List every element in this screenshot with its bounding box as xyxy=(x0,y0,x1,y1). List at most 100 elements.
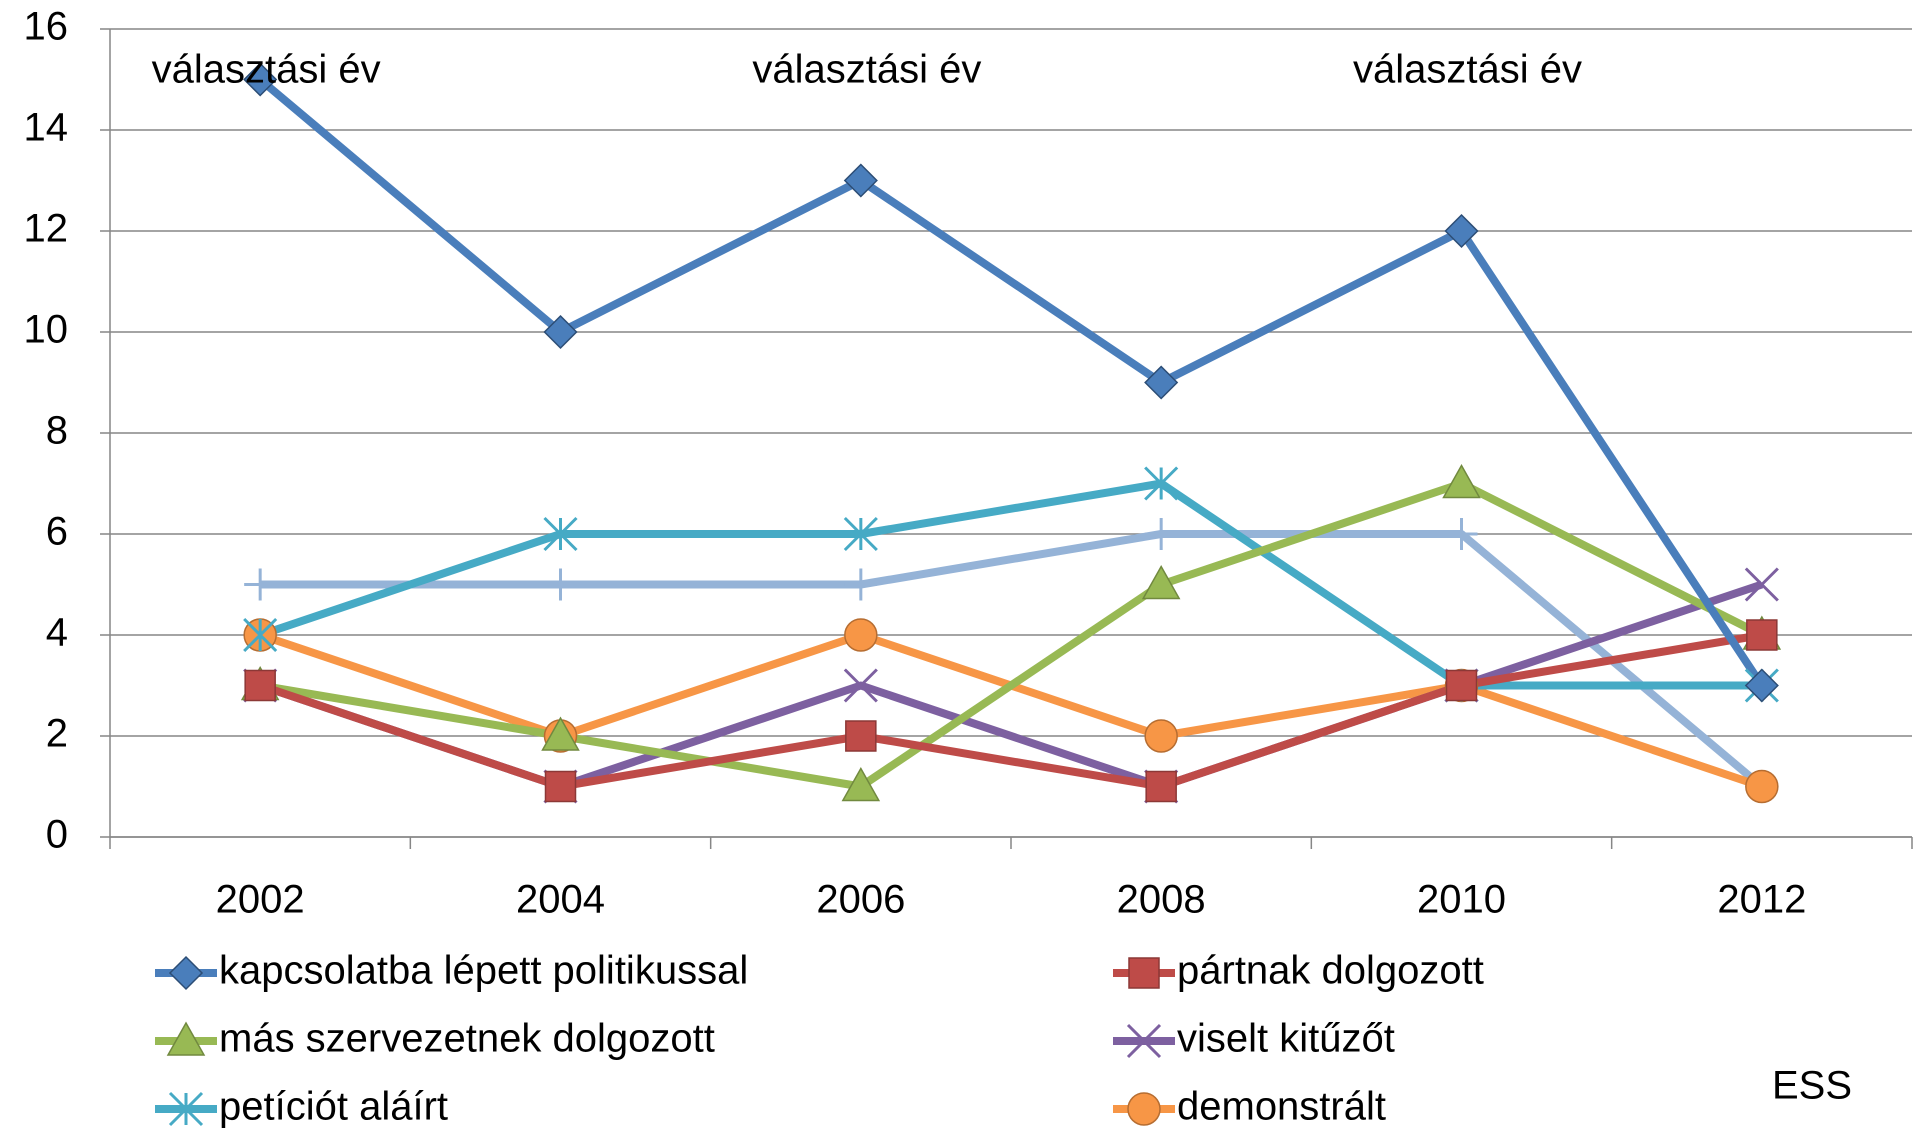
x-tick-label: 2012 xyxy=(1717,878,1806,922)
x-tick-label: 2004 xyxy=(516,878,605,922)
marker xyxy=(1144,365,1179,400)
marker-shape xyxy=(843,163,878,198)
x-tick-label: 2006 xyxy=(816,878,905,922)
series-line xyxy=(260,530,1765,790)
marker xyxy=(1445,518,1478,550)
marker-shape xyxy=(843,516,878,552)
marker-shape xyxy=(1127,1092,1161,1126)
marker xyxy=(543,516,578,552)
marker xyxy=(168,1091,204,1127)
marker xyxy=(841,766,881,802)
marker-shape xyxy=(841,766,881,802)
marker-shape xyxy=(1144,365,1179,400)
series-line xyxy=(259,479,1764,791)
source: ESS xyxy=(1772,1064,1852,1108)
marker-shape xyxy=(1144,466,1179,501)
marker-shape xyxy=(244,568,277,601)
marker-shape xyxy=(243,617,278,653)
marker-shape xyxy=(1445,518,1478,550)
legend-label: pártnak dolgozott xyxy=(1177,949,1484,993)
marker-shape xyxy=(1128,957,1160,989)
marker xyxy=(543,314,578,350)
series-line xyxy=(257,76,1766,688)
marker xyxy=(1127,1092,1161,1126)
marker-shape xyxy=(1145,770,1177,803)
marker xyxy=(168,955,204,991)
marker xyxy=(844,568,877,601)
legend-label: petíciót aláírt xyxy=(219,1085,448,1129)
marker xyxy=(1445,669,1478,702)
marker xyxy=(243,617,278,653)
x-tick-label: 2010 xyxy=(1417,878,1506,922)
marker xyxy=(244,568,277,601)
marker-shape xyxy=(1746,619,1778,651)
marker xyxy=(1144,466,1179,501)
y-tick-label: 2 xyxy=(46,712,68,756)
y-tick-label: 8 xyxy=(46,409,68,453)
marker xyxy=(1442,463,1481,499)
marker xyxy=(1145,518,1178,550)
marker-shape xyxy=(243,62,278,97)
marker xyxy=(1745,769,1779,804)
marker xyxy=(1744,668,1779,703)
marker xyxy=(544,568,577,601)
marker xyxy=(1746,619,1778,651)
marker xyxy=(166,1021,206,1056)
marker-shape xyxy=(1444,213,1479,249)
legend-label: viselt kitűzőt xyxy=(1177,1017,1395,1061)
y-tick-label: 14 xyxy=(24,106,69,150)
marker-shape xyxy=(1442,463,1481,499)
marker xyxy=(1141,564,1181,600)
marker-shape xyxy=(541,716,580,751)
series-line xyxy=(258,479,1762,690)
marker-shape xyxy=(244,669,276,702)
marker-shape xyxy=(844,618,878,652)
marker-shape xyxy=(1126,1023,1162,1059)
legend-label: demonstrált xyxy=(1177,1085,1386,1129)
marker xyxy=(1144,719,1178,753)
marker-shape xyxy=(543,516,578,552)
marker xyxy=(843,516,878,552)
marker xyxy=(244,669,276,702)
marker xyxy=(541,716,580,751)
marker-shape xyxy=(1145,518,1178,550)
marker-shape xyxy=(1445,669,1478,702)
marker-shape xyxy=(844,568,877,601)
marker xyxy=(843,668,878,703)
marker xyxy=(1126,1023,1162,1059)
marker-shape xyxy=(845,720,877,752)
marker-shape xyxy=(843,668,878,703)
y-tick-label: 16 xyxy=(24,5,69,49)
annotation: választási év xyxy=(1353,48,1582,92)
legend-label: más szervezetnek dolgozott xyxy=(219,1017,715,1061)
series-line xyxy=(258,631,1763,791)
marker xyxy=(1744,567,1779,602)
marker xyxy=(1444,213,1479,249)
marker-shape xyxy=(1141,564,1181,600)
marker xyxy=(1145,770,1177,803)
annotation: választási év xyxy=(152,48,381,92)
marker-shape xyxy=(168,1091,204,1127)
y-tick-label: 12 xyxy=(24,207,69,251)
marker-shape xyxy=(1745,769,1779,804)
marker-shape xyxy=(166,1021,206,1056)
marker-shape xyxy=(1144,719,1178,753)
marker-shape xyxy=(168,955,204,991)
marker xyxy=(845,720,877,752)
legend-label: kapcsolatba lépett politikussal xyxy=(219,949,748,993)
marker-shape xyxy=(544,568,577,601)
marker xyxy=(544,770,577,803)
y-tick-label: 10 xyxy=(24,308,69,352)
marker-shape xyxy=(1744,668,1779,703)
marker xyxy=(843,163,878,198)
annotation: választási év xyxy=(752,48,981,92)
x-tick-label: 2002 xyxy=(216,878,305,922)
x-tick-label: 2008 xyxy=(1117,878,1206,922)
marker xyxy=(1128,957,1160,989)
marker-shape xyxy=(1744,567,1779,602)
marker xyxy=(844,618,878,652)
y-tick-label: 0 xyxy=(46,813,68,857)
marker-shape xyxy=(543,314,578,350)
